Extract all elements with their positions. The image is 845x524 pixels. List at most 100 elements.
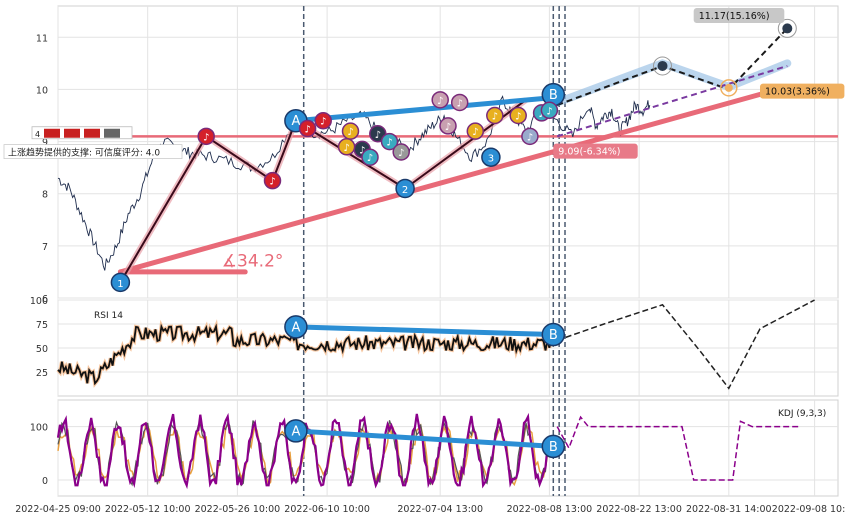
note-marker [521,127,539,146]
panel-frames [57,5,839,497]
kdj-pivot-circle [541,434,566,459]
rsi-y-tick-label: 50 [36,344,48,355]
forecast-lower-line [556,65,788,138]
price-pivot-label: 1 [117,279,123,290]
mini-legend-swatch [84,128,100,138]
support-note: 上涨趋势提供的支撑: 可信度评分: 4.0 [8,147,160,159]
x-tick-label: 2022-05-12 10:00 [105,504,191,515]
forecast-node [782,23,793,34]
rsi-y-tick-label: 25 [36,368,48,379]
note-marker [314,111,332,130]
music-note-icon: ♪ [527,132,533,143]
note-marker [392,143,410,161]
rsi-divergence-line [295,324,554,338]
forecast-node-ring [777,18,797,38]
x-tick-label: 2022-05-26 10:00 [195,504,281,515]
music-note-icon: ♪ [367,153,373,164]
forecast-mid-label: 10.03(3.36%) [765,87,830,98]
price-pivot-label: B [549,88,558,103]
music-note-icon: ♪ [320,117,326,128]
x-tick-label: 2022-06-10 10:00 [284,504,370,515]
rsi-forecast [556,299,815,390]
price-panel: ∡34.2° 11.17(15.16%) 10.03(3.36%) 9.09(-6.3… [3,8,845,293]
note-marker [361,148,379,166]
mini-legend-swatch [104,128,120,138]
music-note-icon: ♪ [538,109,544,120]
kdj-pivot-label: B [549,440,558,455]
music-note-icon: ♪ [398,148,404,159]
music-note-icon: ♪ [304,125,310,136]
x-tick-label: 2022-08-22 13:00 [596,504,682,515]
music-note-icon: ♪ [203,132,209,143]
rsi-pivot-label: A [291,320,300,335]
kdj-y-tick-label: 0 [42,476,48,487]
rsi-title: RSI 14 [94,311,123,321]
price-y-tick-label: 7 [42,242,48,253]
note-marker [197,127,215,146]
note-marker [337,138,356,156]
forecast-lower-label-bg [553,143,638,159]
note-marker [466,122,485,140]
x-tick-label: 2022-09-08 10:00 [772,504,845,515]
music-note-icon: ♪ [347,127,353,138]
price-pivot-circle [481,147,501,167]
note-marker [380,132,399,151]
mini-legend-label: 4 [35,130,40,139]
price-y-tick-label: 8 [42,190,48,201]
kdj-title: KDJ (9,3,3) [778,409,826,419]
price-pivot-circle [110,272,131,293]
x-tick-label: 2022-04-25 09:00 [15,504,101,515]
note-marker [486,106,504,125]
price-pivot-circle [395,178,415,199]
forecast-node-ring [653,56,672,76]
price-pivot-label: 2 [402,185,408,196]
mini-legend-swatch [44,128,60,138]
rsi-y-tick-label: 100 [30,296,48,307]
axis-ticks: 2022-04-25 09:00 2022-05-12 10:00 2022-05-… [15,33,845,515]
resistance-trendline [293,94,560,124]
x-tick-label: 2022-08-31 14:00 [686,504,772,515]
price-y-tick-label: 11 [36,33,48,44]
note-marker [439,117,457,135]
rsi-line [57,323,559,386]
rsi-pivot-label: B [549,328,558,343]
music-note-icon: ♪ [445,122,451,133]
rsi-y-tick-label: 75 [36,320,48,331]
price-frame [57,5,839,299]
note-marker [298,119,317,138]
music-note-icon: ♪ [472,127,478,138]
rsi-pivot-circle [284,315,308,339]
angle-label: ∡34.2° [222,252,284,272]
kdj-forecast [556,415,799,481]
kdj-pivot-label: A [291,424,300,439]
note-marker [509,106,527,125]
annotations: RSI 14 KDJ (9,3,3) [94,311,826,419]
forecast-mid-ring [720,79,738,97]
forecast-mid-label-bg [760,83,845,99]
x-tick-label: 2022-07-04 13:00 [397,504,483,515]
price-y-tick-label: 6 [42,294,48,305]
kdj-frame [57,399,839,497]
music-note-icon: ♪ [375,130,381,141]
zigzag-line [119,99,527,283]
forecast-upper-line [556,27,789,107]
forecast-upper-label: 11.17(15.16%) [699,11,770,22]
price-pivot-label: 3 [488,154,494,165]
kdj-k-line [56,412,551,490]
music-note-icon: ♪ [492,112,498,123]
x-tick-label: 2022-08-08 13:00 [507,504,593,515]
music-note-icon: ♪ [457,98,463,109]
note-marker [540,101,559,120]
music-note-icon: ♪ [515,112,521,123]
note-marker [263,171,282,190]
support-trendline [117,84,790,275]
note-marker [431,91,449,109]
kdj-pivot-circle [284,419,308,443]
rsi-panel: AB [56,299,815,390]
music-note-icon: ♪ [437,96,443,107]
forecast-lower-label: 9.09(-6.34%) [558,147,620,158]
kdj-y-tick-label: 100 [30,423,48,434]
music-note-icon: ♪ [386,138,392,149]
